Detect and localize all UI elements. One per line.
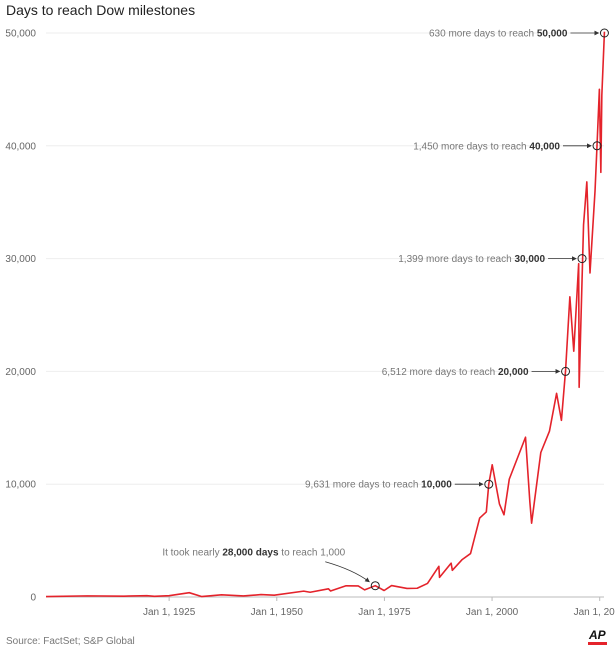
x-tick-label: Jan 1, 2000 — [466, 607, 519, 618]
milestone-annotations: It took nearly 28,000 days to reach 1,00… — [162, 28, 609, 591]
milestone-marker — [577, 254, 587, 264]
milestone-label: 1,450 more days to reach 40,000 — [413, 141, 560, 152]
gridlines — [46, 32, 604, 598]
y-tick-label: 40,000 — [5, 141, 36, 152]
ap-logo: AP — [588, 628, 607, 645]
page-title: Days to reach Dow milestones — [6, 2, 196, 18]
milestone-label: 1,399 more days to reach 30,000 — [398, 254, 545, 265]
milestone-marker — [599, 28, 609, 38]
y-tick-label: 20,000 — [5, 367, 36, 378]
y-tick-label: 0 — [30, 593, 36, 604]
milestone-label: 630 more days to reach 50,000 — [429, 29, 568, 40]
source-note: Source: FactSet; S&P Global — [6, 636, 135, 647]
y-tick-label: 50,000 — [5, 29, 36, 40]
series — [45, 31, 606, 598]
milestone-label: 9,631 more days to reach 10,000 — [305, 480, 452, 491]
x-axis-ticks: Jan 1, 1925 Jan 1, 1950 Jan 1, 1975 Jan 1, … — [143, 597, 615, 618]
milestone-marker — [370, 581, 380, 591]
milestone-label: It took nearly 28,000 days to reach 1,00… — [162, 548, 345, 559]
x-tick-label: Jan 1, 1975 — [358, 607, 411, 618]
milestone-marker — [561, 366, 571, 376]
x-tick-label: Jan 1, 2025 — [574, 607, 615, 618]
y-tick-label: 30,000 — [5, 254, 36, 265]
milestone-arrow — [325, 561, 370, 583]
milestone-marker — [484, 479, 494, 489]
y-tick-label: 10,000 — [5, 480, 36, 491]
milestone-marker — [592, 141, 602, 151]
milestone-label: 6,512 more days to reach 20,000 — [382, 367, 529, 378]
x-tick-label: Jan 1, 1925 — [143, 607, 196, 618]
y-axis-ticks: 0 10,000 20,000 30,000 40,000 50,000 — [5, 29, 36, 604]
x-tick-label: Jan 1, 1950 — [251, 607, 304, 618]
dow-line — [45, 31, 606, 598]
